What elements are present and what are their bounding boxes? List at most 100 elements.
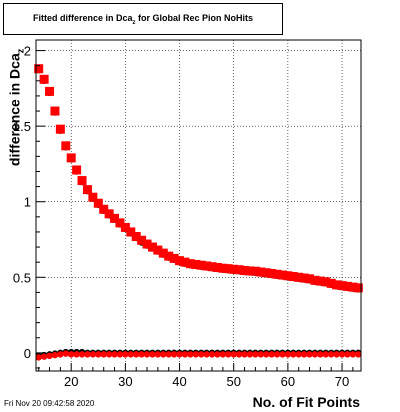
data-point <box>181 351 189 358</box>
data-point <box>241 351 248 358</box>
data-point <box>105 351 113 358</box>
data-point <box>138 351 145 358</box>
data-point <box>55 124 65 134</box>
data-point <box>337 281 347 291</box>
data-point <box>252 351 259 358</box>
data-point <box>180 257 190 267</box>
data-point <box>89 351 97 358</box>
data-point <box>73 351 80 358</box>
grid-lines <box>36 40 361 371</box>
y-tick-label: 1.5 <box>13 119 31 134</box>
data-point <box>333 351 340 358</box>
chart-title-prefix: Fitted difference in Dca <box>32 13 133 23</box>
data-point <box>317 351 324 358</box>
data-point <box>311 351 319 358</box>
data-point <box>295 351 302 358</box>
data-point <box>176 351 183 358</box>
data-point <box>306 351 313 358</box>
data-point <box>61 141 71 151</box>
data-point <box>39 74 49 84</box>
data-point <box>57 351 64 358</box>
data-point <box>104 209 114 219</box>
chart-title: Fitted difference in Dcaz for Global Rec… <box>4 13 282 26</box>
data-point <box>344 351 351 358</box>
chart-title-subscript: z <box>132 19 136 26</box>
data-point <box>187 351 194 358</box>
data-point <box>154 351 162 358</box>
data-point <box>322 351 329 358</box>
data-point <box>165 351 172 358</box>
data-point <box>256 267 266 277</box>
series-3 <box>35 350 362 361</box>
data-point <box>202 261 212 271</box>
tick-labels: 20 30 40 50 60 70 0 0.5 1 1.5 2 <box>13 44 349 389</box>
y-tick-label: 0.5 <box>13 270 31 285</box>
plot-frame <box>35 39 362 372</box>
data-point <box>328 351 335 358</box>
data-point <box>82 185 92 195</box>
axis-ticks <box>36 50 354 371</box>
data-point <box>160 351 167 358</box>
data-point <box>290 351 297 358</box>
y-axis-title: difference in Dcaz <box>7 27 26 187</box>
y-axis-title-subscript: z <box>15 48 26 54</box>
data-point <box>169 253 179 263</box>
data-point <box>338 351 346 358</box>
data-point <box>93 198 103 208</box>
data-point <box>284 351 292 358</box>
data-point <box>149 351 156 358</box>
data-point <box>111 351 118 358</box>
data-point <box>355 351 362 358</box>
data-point <box>342 281 352 291</box>
data-point <box>229 264 239 274</box>
data-point <box>283 271 293 281</box>
data-point <box>72 165 82 175</box>
data-point <box>353 283 363 293</box>
timestamp-footer: Fri Nov 20 09:42:58 2020 <box>4 399 95 408</box>
data-point <box>40 353 48 360</box>
data-point <box>120 222 130 232</box>
data-point <box>51 351 59 359</box>
data-point <box>127 351 134 358</box>
chart-title-suffix: for Global Rec Pion NoHits <box>135 13 254 23</box>
data-point <box>192 351 199 358</box>
data-point <box>294 272 304 282</box>
data-point <box>261 268 271 278</box>
data-point <box>315 276 325 286</box>
x-tick-label: 50 <box>226 374 240 389</box>
data-point <box>305 274 315 284</box>
data-point <box>223 264 233 274</box>
data-point <box>170 351 178 358</box>
data-point <box>99 204 109 214</box>
data-point <box>310 275 320 285</box>
data-point <box>45 86 55 96</box>
data-point <box>218 263 228 273</box>
data-point <box>62 350 69 357</box>
data-point <box>198 351 205 358</box>
data-point <box>126 227 136 237</box>
data-point <box>208 351 216 358</box>
data-point <box>250 266 260 276</box>
data-point <box>142 239 152 249</box>
data-point <box>267 269 277 279</box>
series-2 <box>34 64 363 293</box>
data-point <box>235 351 243 358</box>
y-axis-title-prefix: difference in Dca <box>6 53 23 167</box>
data-point <box>272 269 282 279</box>
data-point <box>116 351 124 358</box>
data-point <box>191 259 201 269</box>
data-point <box>185 259 195 269</box>
data-point <box>207 262 217 272</box>
data-point <box>68 351 75 358</box>
data-point <box>46 352 53 360</box>
x-tick-label: 30 <box>118 374 132 389</box>
data-point <box>273 351 281 358</box>
y-tick-label: 2 <box>24 44 31 59</box>
data-point <box>300 351 308 358</box>
data-point <box>234 265 244 275</box>
data-point <box>203 351 210 358</box>
data-point <box>245 266 255 276</box>
x-tick-label: 40 <box>172 374 186 389</box>
x-tick-label: 70 <box>335 374 349 389</box>
